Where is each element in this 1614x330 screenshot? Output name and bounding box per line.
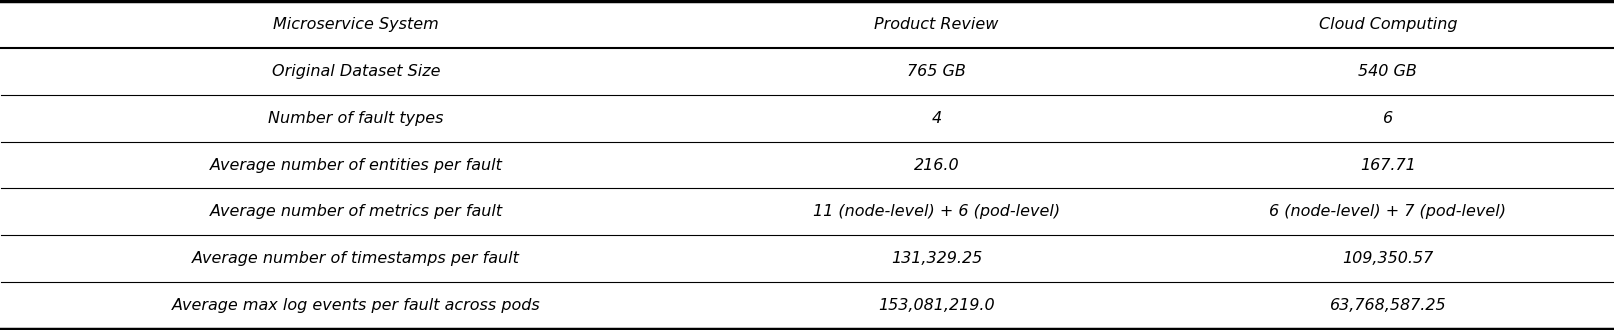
Text: Number of fault types: Number of fault types — [268, 111, 444, 126]
Text: Average number of metrics per fault: Average number of metrics per fault — [210, 204, 502, 219]
Text: Product Review: Product Review — [873, 17, 997, 32]
Text: Microservice System: Microservice System — [273, 17, 439, 32]
Text: 6: 6 — [1382, 111, 1393, 126]
Text: 540 GB: 540 GB — [1357, 64, 1417, 79]
Text: Average max log events per fault across pods: Average max log events per fault across … — [171, 298, 541, 313]
Text: Average number of entities per fault: Average number of entities per fault — [210, 157, 502, 173]
Text: 153,081,219.0: 153,081,219.0 — [878, 298, 994, 313]
Text: 109,350.57: 109,350.57 — [1341, 251, 1433, 266]
Text: 216.0: 216.0 — [914, 157, 959, 173]
Text: 6 (node-level) + 7 (pod-level): 6 (node-level) + 7 (pod-level) — [1269, 204, 1506, 219]
Text: Average number of timestamps per fault: Average number of timestamps per fault — [192, 251, 520, 266]
Text: Original Dataset Size: Original Dataset Size — [271, 64, 441, 79]
Text: 167.71: 167.71 — [1359, 157, 1415, 173]
Text: 4: 4 — [931, 111, 941, 126]
Text: 63,768,587.25: 63,768,587.25 — [1328, 298, 1445, 313]
Text: 765 GB: 765 GB — [907, 64, 965, 79]
Text: Cloud Computing: Cloud Computing — [1319, 17, 1456, 32]
Text: 11 (node-level) + 6 (pod-level): 11 (node-level) + 6 (pod-level) — [812, 204, 1059, 219]
Text: 131,329.25: 131,329.25 — [891, 251, 981, 266]
